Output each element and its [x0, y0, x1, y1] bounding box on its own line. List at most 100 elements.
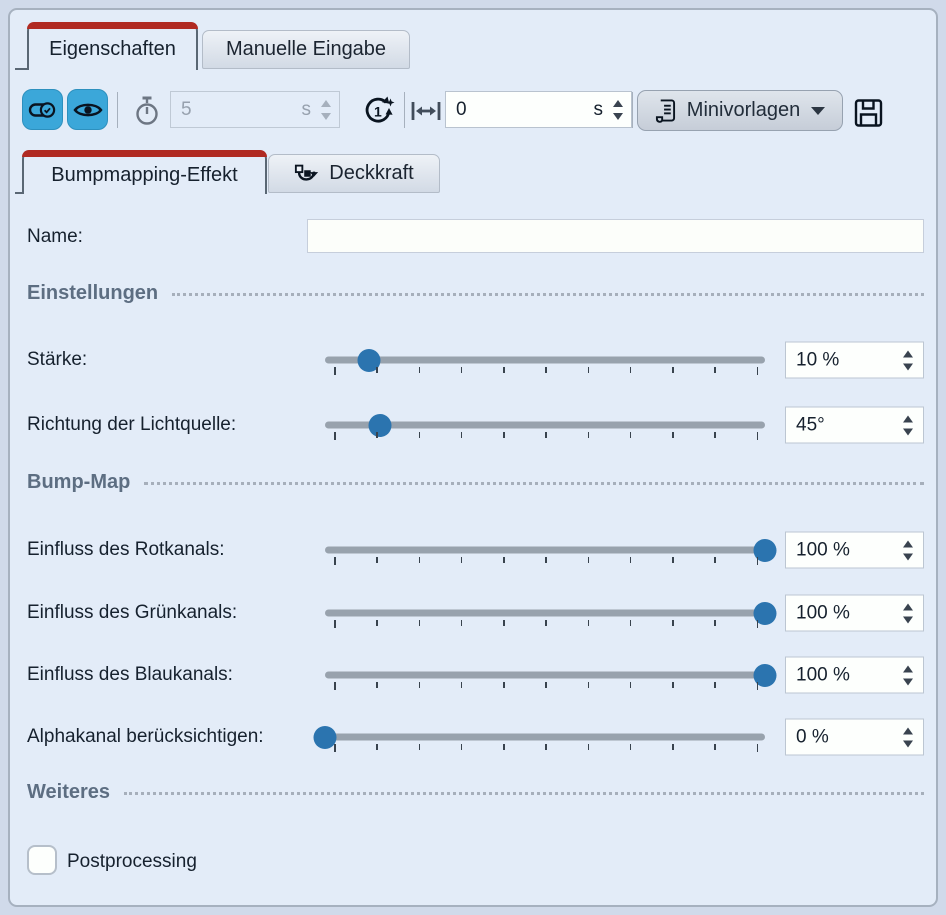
slider-label: Einfluss des Blaukanals: — [27, 664, 233, 685]
spin-up-icon[interactable] — [613, 99, 623, 107]
slider-handle[interactable] — [753, 538, 777, 562]
postprocessing-checkbox[interactable] — [27, 845, 57, 875]
value-spinner[interactable]: 100 % — [785, 594, 924, 632]
spinner-value: 100 % — [796, 602, 850, 623]
section-title: Weiteres — [27, 780, 111, 803]
spin-down-icon[interactable] — [903, 363, 913, 370]
offset-value: 0 — [456, 98, 467, 120]
slider-track[interactable] — [325, 663, 777, 687]
tab-label: Deckkraft — [329, 162, 414, 184]
offset-unit: s — [593, 98, 604, 120]
value-spinner[interactable]: 100 % — [785, 531, 924, 569]
tab-manuelle-eingabe[interactable]: Manuelle Eingabe — [202, 30, 410, 69]
value-spinner[interactable]: 0 % — [785, 718, 924, 756]
toolbar-separator — [117, 92, 118, 128]
tab-baseline — [15, 68, 27, 70]
toolbar-separator — [404, 92, 405, 128]
slider-track[interactable] — [313, 725, 765, 749]
active-tab-accent — [27, 22, 198, 29]
slider-label: Einfluss des Grünkanals: — [27, 602, 238, 623]
slider-ticks — [334, 620, 758, 629]
spin-down-icon[interactable] — [613, 112, 623, 120]
reset-duration-icon: 1 — [365, 96, 395, 123]
stopwatch-icon — [132, 96, 162, 126]
visibility-button[interactable] — [67, 89, 108, 130]
tab-label: Manuelle Eingabe — [225, 38, 387, 60]
slider-label: Einfluss des Rotkanals: — [27, 539, 225, 560]
minitemplates-label: Minivorlagen — [686, 99, 801, 121]
spin-down-icon[interactable] — [903, 428, 913, 435]
tab-eigenschaften[interactable]: Eigenschaften — [27, 22, 198, 70]
value-spinner[interactable]: 100 % — [785, 656, 924, 694]
spin-down-icon[interactable] — [903, 740, 913, 747]
slider-handle[interactable] — [753, 601, 777, 625]
slider-track[interactable] — [325, 538, 777, 562]
tab-baseline — [15, 192, 22, 194]
slider-row-richtung: Richtung der Lichtquelle: 45° — [10, 402, 940, 448]
svg-text:1: 1 — [374, 104, 382, 120]
slider-label: Stärke: — [27, 349, 88, 370]
slider-label: Alphakanal berücksichtigen: — [27, 726, 264, 747]
duration-spinner[interactable]: 5 s — [170, 91, 340, 128]
duration-unit: s — [301, 98, 312, 120]
spinner-value: 100 % — [796, 539, 850, 560]
slider-track[interactable] — [325, 601, 777, 625]
section-divider — [124, 792, 924, 795]
slider-handle[interactable] — [357, 348, 381, 372]
duration-value: 5 — [181, 98, 192, 120]
section-bump-map: Bump-Map — [27, 469, 924, 495]
active-tab-accent — [22, 150, 267, 157]
spin-down-icon[interactable] — [903, 553, 913, 560]
slider-handle[interactable] — [368, 413, 392, 437]
spinner-value: 45° — [796, 414, 825, 435]
slider-row-staerke: Stärke: 10 % — [10, 337, 940, 383]
animation-icon — [295, 164, 319, 181]
spin-down-icon[interactable] — [321, 112, 331, 120]
slider-label: Richtung der Lichtquelle: — [27, 414, 237, 435]
toggle-check-icon — [28, 101, 55, 118]
spin-up-icon[interactable] — [903, 540, 913, 547]
spinner-value: 100 % — [796, 664, 850, 685]
slider-handle[interactable] — [753, 663, 777, 687]
spin-down-icon[interactable] — [903, 678, 913, 685]
save-button[interactable] — [853, 98, 884, 128]
slider-ticks — [334, 744, 758, 753]
floppy-disk-icon — [854, 99, 883, 127]
slider-row-gruenkanal: Einfluss des Grünkanals: 100 % — [10, 590, 940, 636]
spinner-value: 10 % — [796, 349, 840, 370]
reset-duration-button[interactable]: 1 — [360, 94, 396, 128]
name-input[interactable] — [307, 219, 924, 253]
width-icon — [410, 100, 442, 122]
section-weiteres: Weiteres — [27, 779, 924, 805]
chevron-down-icon — [811, 106, 826, 115]
slider-ticks — [334, 557, 758, 566]
spin-up-icon[interactable] — [903, 727, 913, 734]
slider-row-rotkanal: Einfluss des Rotkanals: 100 % — [10, 527, 940, 573]
slider-row-blaukanal: Einfluss des Blaukanals: 100 % — [10, 652, 940, 698]
keyframe-toggle-button[interactable] — [22, 89, 63, 130]
name-label: Name: — [27, 226, 83, 247]
slider-track[interactable] — [325, 348, 765, 372]
spin-down-icon[interactable] — [903, 616, 913, 623]
offset-spinner[interactable]: 0 s — [445, 91, 632, 128]
spin-up-icon[interactable] — [903, 350, 913, 357]
spin-up-icon[interactable] — [903, 665, 913, 672]
value-spinner[interactable]: 45° — [785, 406, 924, 444]
minitemplates-button[interactable]: Minivorlagen — [637, 90, 843, 131]
slider-ticks — [334, 367, 758, 376]
slider-ticks — [334, 682, 758, 691]
slider-handle[interactable] — [313, 725, 337, 749]
spin-up-icon[interactable] — [321, 99, 331, 107]
slider-ticks — [334, 432, 758, 441]
spin-up-icon[interactable] — [903, 603, 913, 610]
spinner-value: 0 % — [796, 726, 829, 747]
tab-label: Bumpmapping-Effekt — [51, 164, 238, 186]
tab-bumpmapping-effekt[interactable]: Bumpmapping-Effekt — [22, 150, 267, 194]
slider-track[interactable] — [325, 413, 765, 437]
tab-deckkraft[interactable]: Deckkraft — [268, 154, 440, 193]
spin-up-icon[interactable] — [903, 415, 913, 422]
toolbar-separator — [632, 92, 633, 128]
section-divider — [172, 293, 924, 296]
eye-icon — [72, 103, 103, 116]
value-spinner[interactable]: 10 % — [785, 341, 924, 379]
